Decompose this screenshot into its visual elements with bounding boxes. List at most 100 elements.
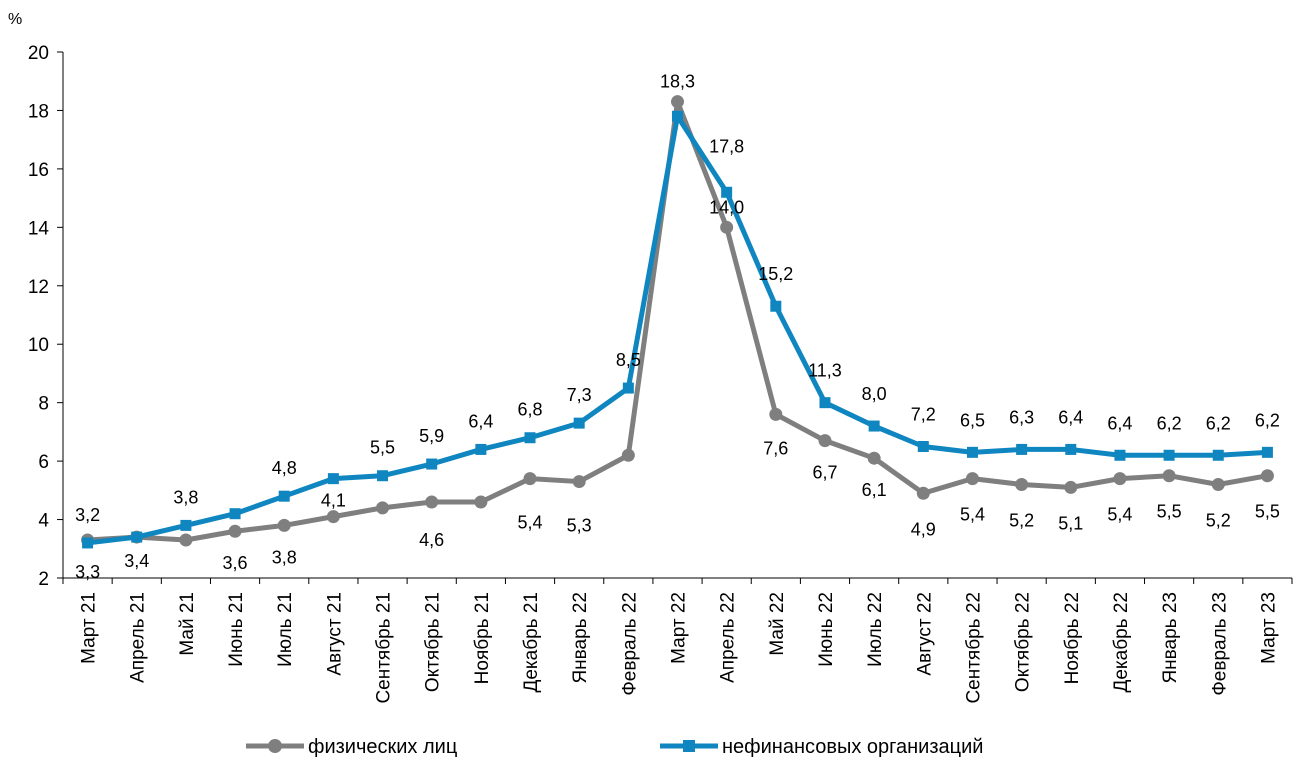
- data-label: 5,4: [1107, 505, 1132, 525]
- x-tick-label: Декабрь 22: [1111, 592, 1132, 693]
- data-point: [1114, 449, 1126, 461]
- x-tick-label: Июнь 21: [226, 592, 247, 667]
- data-label: 6,2: [1255, 410, 1280, 430]
- data-point: [1163, 449, 1175, 461]
- y-tick-label: 2: [38, 569, 49, 590]
- legend: физических лиц нефинансовых организаций: [246, 736, 983, 758]
- data-label: 6,1: [862, 480, 887, 500]
- data-label: 5,3: [567, 516, 592, 536]
- data-point: [425, 495, 439, 509]
- legend-label: нефинансовых организаций: [722, 736, 983, 758]
- y-tick-label: 16: [28, 160, 49, 181]
- x-tick-label: Ноябрь 21: [472, 592, 493, 684]
- data-point: [868, 420, 880, 432]
- data-label: 6,4: [468, 411, 493, 431]
- data-point: [572, 475, 586, 489]
- data-point: [426, 458, 438, 470]
- data-point: [524, 432, 536, 444]
- data-point: [474, 495, 488, 509]
- legend-item: физических лиц: [246, 736, 457, 758]
- data-label: 7,2: [911, 405, 936, 425]
- x-tick-label: Февраль 23: [1209, 592, 1230, 696]
- x-tick-label: Май 21: [177, 592, 198, 656]
- data-label: 4,9: [911, 519, 936, 539]
- data-label: 5,4: [518, 513, 543, 533]
- data-point: [1211, 477, 1225, 491]
- data-point: [770, 300, 782, 312]
- x-tick-label: Октябрь 21: [423, 592, 444, 692]
- data-label: 6,4: [1107, 413, 1132, 433]
- x-tick-label: Июнь 22: [816, 592, 837, 667]
- y-tick-label: 6: [38, 452, 49, 473]
- data-label: 7,3: [567, 385, 592, 405]
- data-point: [916, 486, 930, 500]
- y-tick-label: 10: [28, 335, 49, 356]
- x-tick-label: Август 22: [914, 592, 935, 676]
- data-label: 5,2: [1206, 510, 1231, 530]
- x-tick-label: Август 21: [324, 592, 345, 676]
- data-point: [818, 434, 832, 448]
- data-label: 7,6: [763, 438, 788, 458]
- data-label: 3,8: [272, 547, 297, 567]
- x-tick-label: Май 22: [767, 592, 788, 656]
- data-point: [82, 537, 94, 549]
- y-unit-label: %: [8, 11, 22, 28]
- data-point: [966, 446, 978, 458]
- data-point: [1064, 480, 1078, 494]
- data-label: 3,4: [124, 551, 149, 571]
- data-label: 17,8: [709, 136, 744, 156]
- data-point: [326, 510, 340, 524]
- data-label: 4,6: [419, 530, 444, 550]
- data-point: [229, 508, 241, 520]
- x-tick-label: Март 22: [669, 592, 690, 664]
- data-label: 15,2: [758, 264, 793, 284]
- y-tick-label: 18: [28, 101, 49, 122]
- data-point: [1162, 469, 1176, 483]
- data-label: 3,6: [223, 553, 248, 573]
- data-label: 6,8: [518, 400, 543, 420]
- series-line: [87, 99, 1268, 543]
- data-point: [672, 110, 683, 122]
- x-tick-label: Апрель 21: [128, 592, 149, 683]
- x-tick-label: Июль 22: [865, 592, 886, 667]
- series-non-financial-organizations: [82, 110, 1273, 549]
- x-tick-label: Март 23: [1258, 592, 1279, 664]
- data-point: [622, 382, 634, 394]
- y-tick-label: 20: [28, 43, 49, 64]
- y-tick-label: 12: [28, 277, 49, 298]
- x-tick-label: Февраль 22: [619, 592, 640, 696]
- data-label: 5,1: [1058, 513, 1083, 533]
- x-tick-label: Апрель 22: [718, 592, 739, 683]
- legend-marker: [683, 740, 695, 752]
- data-point: [1212, 449, 1224, 461]
- data-point: [721, 186, 733, 198]
- data-point: [573, 417, 585, 429]
- data-point: [1015, 477, 1029, 491]
- data-point: [475, 443, 487, 455]
- data-label: 6,5: [960, 410, 985, 430]
- data-label: 11,3: [808, 361, 842, 381]
- series-line: [87, 113, 1268, 546]
- data-point: [1065, 443, 1077, 455]
- data-labels: 3,3 3,4 3,6 3,8 4,1 4,6 5,4 5,3 18,3 14,0 7,6 6,7 6,…: [75, 72, 1280, 582]
- data-label: 4,1: [321, 491, 346, 511]
- data-label: 6,2: [1206, 413, 1231, 433]
- data-point: [1016, 443, 1028, 455]
- data-point: [671, 95, 684, 109]
- data-point: [1113, 472, 1127, 486]
- data-label: 5,2: [1009, 510, 1034, 530]
- x-tick-label: Октябрь 22: [1013, 592, 1034, 692]
- data-label: 5,5: [1157, 502, 1182, 522]
- data-point: [180, 519, 192, 531]
- data-point: [377, 470, 389, 482]
- data-label: 5,5: [370, 438, 395, 458]
- data-point: [1261, 446, 1273, 458]
- data-label: 5,5: [1255, 502, 1280, 522]
- data-point: [179, 533, 193, 547]
- data-point: [278, 490, 290, 502]
- series-individuals: [81, 95, 1274, 547]
- x-tick-label: Июль 21: [275, 592, 296, 667]
- data-label: 5,4: [960, 505, 985, 525]
- data-point: [523, 472, 537, 486]
